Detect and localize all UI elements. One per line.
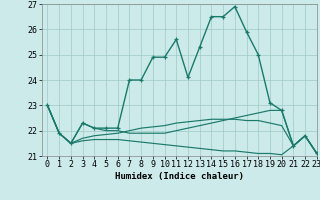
X-axis label: Humidex (Indice chaleur): Humidex (Indice chaleur) xyxy=(115,172,244,181)
